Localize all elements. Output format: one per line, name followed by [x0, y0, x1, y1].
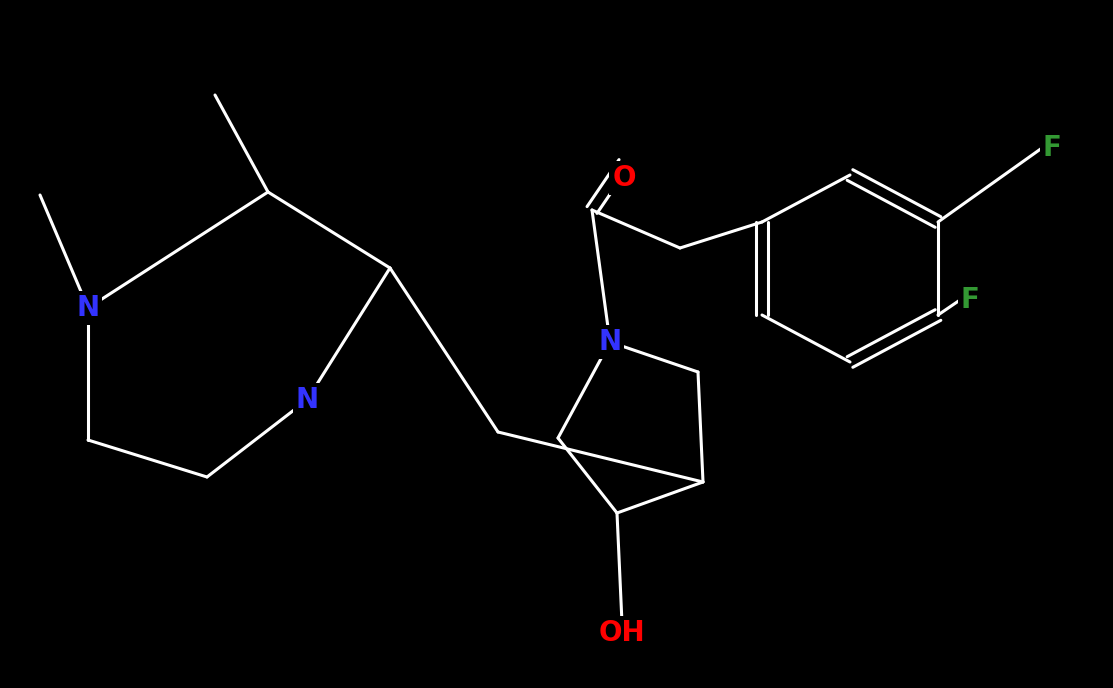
Text: OH: OH — [599, 619, 646, 647]
Text: N: N — [599, 328, 621, 356]
Text: F: F — [961, 286, 979, 314]
Text: F: F — [1043, 134, 1062, 162]
Text: N: N — [295, 386, 318, 414]
Text: O: O — [612, 164, 636, 192]
Text: N: N — [77, 294, 99, 322]
